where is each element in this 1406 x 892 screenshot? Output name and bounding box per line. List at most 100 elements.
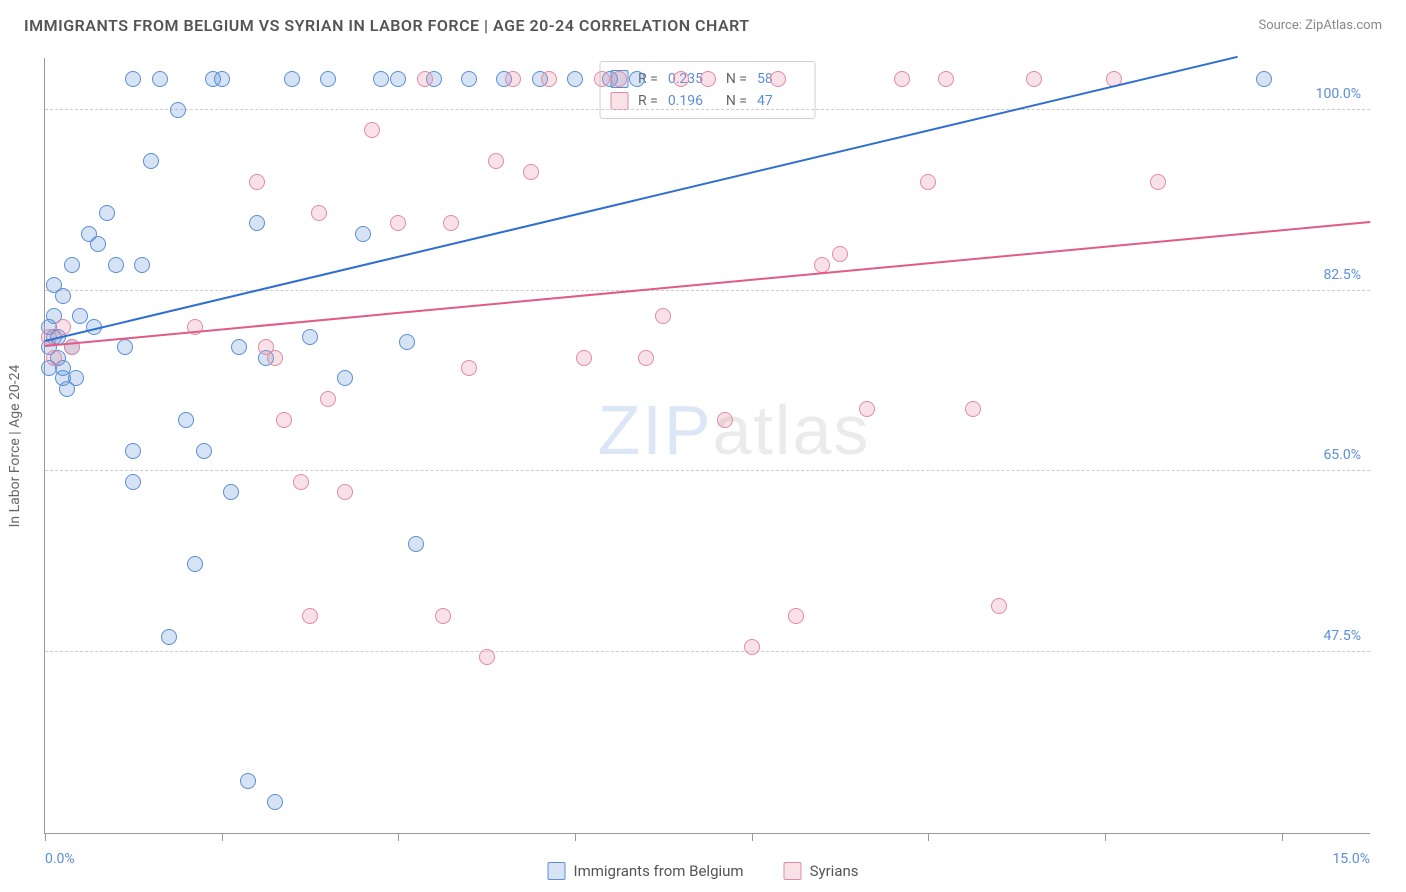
data-point	[364, 122, 380, 138]
data-point	[488, 153, 504, 169]
data-point	[90, 236, 106, 252]
data-point	[64, 257, 80, 273]
y-tick-label: 82.5%	[1320, 267, 1364, 283]
data-point	[576, 350, 592, 366]
data-point	[249, 215, 265, 231]
data-point	[1256, 71, 1272, 87]
chart-title: IMMIGRANTS FROM BELGIUM VS SYRIAN IN LAB…	[24, 16, 750, 35]
data-point	[461, 71, 477, 87]
n-label: N =	[726, 93, 747, 109]
data-point	[125, 474, 141, 490]
r-value: 0.196	[668, 93, 716, 109]
y-tick-label: 47.5%	[1320, 628, 1364, 644]
x-tick	[752, 833, 753, 841]
chart-legend: Immigrants from Belgium Syrians	[547, 862, 858, 880]
legend-swatch	[547, 862, 565, 880]
legend-label: Syrians	[810, 862, 859, 880]
x-min-label: 0.0%	[45, 851, 75, 867]
data-point	[99, 205, 115, 221]
data-point	[117, 339, 133, 355]
data-point	[920, 174, 936, 190]
watermark-part1: ZIP	[598, 391, 713, 469]
legend-swatch	[784, 862, 802, 880]
data-point	[355, 226, 371, 242]
data-point	[859, 401, 875, 417]
source-attribution: Source: ZipAtlas.com	[1258, 18, 1382, 33]
x-tick	[45, 833, 46, 841]
data-point	[435, 608, 451, 624]
gridline	[45, 109, 1370, 110]
data-point	[443, 215, 459, 231]
x-tick	[1105, 833, 1106, 841]
data-point	[965, 401, 981, 417]
legend-item: Syrians	[784, 862, 859, 880]
data-point	[68, 370, 84, 386]
legend-label: Immigrants from Belgium	[573, 862, 743, 880]
data-point	[629, 71, 645, 87]
data-point	[655, 308, 671, 324]
gridline	[45, 651, 1370, 652]
data-point	[700, 71, 716, 87]
data-point	[894, 71, 910, 87]
x-tick	[928, 833, 929, 841]
data-point	[541, 71, 557, 87]
data-point	[832, 246, 848, 262]
data-point	[1026, 71, 1042, 87]
data-point	[143, 153, 159, 169]
legend-item: Immigrants from Belgium	[547, 862, 743, 880]
data-point	[152, 71, 168, 87]
gridline	[45, 470, 1370, 471]
data-point	[134, 257, 150, 273]
data-point	[276, 412, 292, 428]
data-point	[125, 443, 141, 459]
data-point	[938, 71, 954, 87]
scatter-chart: In Labor Force | Age 20-24 ZIPatlas R =0…	[44, 58, 1370, 834]
data-point	[249, 174, 265, 190]
data-point	[717, 412, 733, 428]
watermark: ZIPatlas	[598, 390, 871, 470]
data-point	[196, 443, 212, 459]
watermark-part2: atlas	[713, 391, 871, 469]
data-point	[991, 598, 1007, 614]
gridline	[45, 290, 1370, 291]
data-point	[125, 71, 141, 87]
data-point	[55, 319, 71, 335]
data-point	[161, 629, 177, 645]
data-point	[267, 794, 283, 810]
data-point	[461, 360, 477, 376]
data-point	[479, 649, 495, 665]
data-point	[408, 536, 424, 552]
n-value: 47	[757, 93, 805, 109]
data-point	[390, 71, 406, 87]
data-point	[214, 71, 230, 87]
data-point	[108, 257, 124, 273]
x-max-label: 15.0%	[1332, 851, 1370, 867]
n-label: N =	[726, 71, 747, 87]
data-point	[267, 350, 283, 366]
y-axis-title: In Labor Force | Age 20-24	[7, 364, 23, 527]
x-tick	[575, 833, 576, 841]
data-point	[390, 215, 406, 231]
trend-line	[45, 221, 1370, 347]
data-point	[320, 71, 336, 87]
data-point	[638, 350, 654, 366]
data-point	[231, 339, 247, 355]
data-point	[673, 71, 689, 87]
data-point	[594, 71, 610, 87]
data-point	[178, 412, 194, 428]
r-label: R =	[638, 93, 658, 109]
series-swatch	[610, 92, 628, 110]
data-point	[302, 329, 318, 345]
data-point	[788, 608, 804, 624]
data-point	[337, 484, 353, 500]
data-point	[320, 391, 336, 407]
data-point	[505, 71, 521, 87]
data-point	[523, 164, 539, 180]
data-point	[611, 71, 627, 87]
data-point	[311, 205, 327, 221]
data-point	[1150, 174, 1166, 190]
data-point	[373, 71, 389, 87]
x-tick	[1282, 833, 1283, 841]
chart-header: IMMIGRANTS FROM BELGIUM VS SYRIAN IN LAB…	[0, 0, 1406, 51]
data-point	[170, 102, 186, 118]
